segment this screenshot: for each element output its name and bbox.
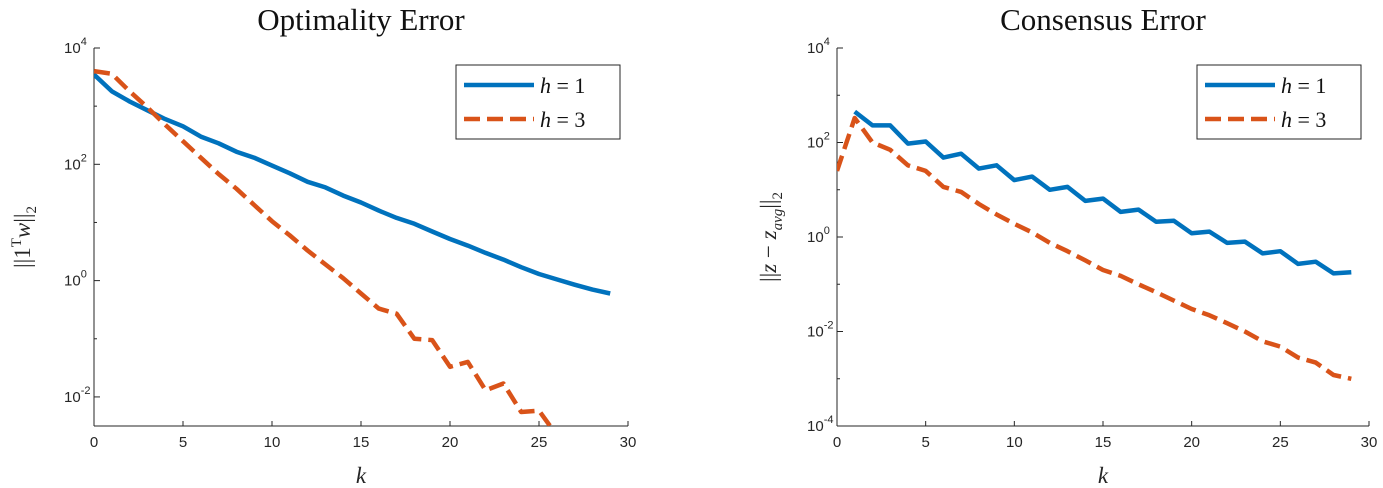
y-label-part: ||1 <box>10 247 35 268</box>
y-tick-label: 10-4 <box>807 414 833 435</box>
y-axis-label: ||1Tw||2 <box>9 206 40 268</box>
y-tick-label: 10-2 <box>64 385 90 406</box>
x-tick-label: 15 <box>1095 434 1112 451</box>
y-tick-exponent: -4 <box>824 414 834 426</box>
y-tick-label: 10-2 <box>807 320 833 341</box>
y-label-part: || <box>756 273 781 282</box>
x-tick-label: 30 <box>620 434 637 451</box>
chart-title: Consensus Error <box>1000 2 1206 37</box>
y-tick-label: 102 <box>64 152 87 173</box>
y-tick-base: 10 <box>807 135 824 152</box>
legend-label-1: h = 1 <box>1281 73 1326 98</box>
y-label-sup: T <box>9 238 25 247</box>
legend-box <box>455 64 621 140</box>
y-label-var: z <box>756 264 781 274</box>
series-line-1 <box>94 72 611 296</box>
x-tick-label: 0 <box>833 434 841 451</box>
series-line-2 <box>837 115 1352 382</box>
x-tick-label: 20 <box>1183 434 1200 451</box>
y-tick-base: 10 <box>64 40 81 57</box>
legend-rest: = 3 <box>1292 107 1326 132</box>
y-label-part: || <box>756 200 781 209</box>
legend-var: h <box>1281 107 1292 132</box>
y-label-sub: 2 <box>24 206 40 214</box>
y-label-part: || <box>10 214 35 223</box>
y-tick-exponent: -2 <box>81 385 91 397</box>
legend-var: h <box>540 107 551 132</box>
x-tick-label: 5 <box>179 434 187 451</box>
x-tick-label: 25 <box>531 434 548 451</box>
y-tick-exponent: -2 <box>824 320 834 332</box>
y-tick-label: 104 <box>807 36 830 57</box>
y-tick-label: 100 <box>64 269 87 290</box>
x-tick-label: 20 <box>442 434 459 451</box>
y-tick-exponent: 2 <box>824 131 830 143</box>
legend-var: h <box>1281 73 1292 98</box>
x-axis-label: k <box>1098 463 1109 488</box>
y-tick-exponent: 4 <box>81 36 87 48</box>
y-tick-base: 10 <box>64 273 81 290</box>
legend-label-1: h = 1 <box>540 73 585 98</box>
y-tick-exponent: 2 <box>81 152 87 164</box>
y-tick-exponent: 0 <box>81 269 87 281</box>
y-tick-base: 10 <box>64 156 81 173</box>
y-tick-label: 100 <box>807 225 830 246</box>
y-label-minus: − <box>756 239 781 263</box>
chart-title: Optimality Error <box>257 2 465 37</box>
x-tick-label: 0 <box>90 434 98 451</box>
legend: h = 1h = 3 <box>1196 64 1362 140</box>
x-tick-label: 25 <box>1272 434 1289 451</box>
y-tick-base: 10 <box>64 389 81 406</box>
x-tick-label: 15 <box>353 434 370 451</box>
x-axis-label: k <box>356 463 367 488</box>
y-axis-label: ||z − zavg||2 <box>756 192 786 282</box>
y-label-var: z <box>756 230 781 240</box>
y-label-sub: 2 <box>770 192 786 200</box>
y-tick-base: 10 <box>807 40 824 57</box>
legend-var: h <box>540 73 551 98</box>
y-tick-base: 10 <box>807 418 824 435</box>
legend-rest: = 3 <box>551 107 585 132</box>
x-tick-label: 5 <box>921 434 929 451</box>
y-tick-base: 10 <box>807 324 824 341</box>
series-line-2 <box>94 68 553 426</box>
series-line-1 <box>853 109 1352 276</box>
legend: h = 1h = 3 <box>455 64 621 140</box>
legend-rest: = 1 <box>551 73 585 98</box>
legend-box <box>1196 64 1362 140</box>
y-tick-label: 104 <box>64 36 87 57</box>
y-tick-exponent: 4 <box>824 36 830 48</box>
x-tick-label: 10 <box>1006 434 1023 451</box>
y-tick-label: 102 <box>807 131 830 152</box>
y-label-subvar: avg <box>770 208 786 230</box>
legend-label-2: h = 3 <box>540 107 585 132</box>
legend-label-2: h = 3 <box>1281 107 1326 132</box>
legend-rest: = 1 <box>1292 73 1326 98</box>
x-tick-label: 30 <box>1361 434 1378 451</box>
y-tick-base: 10 <box>807 229 824 246</box>
y-tick-exponent: 0 <box>824 225 830 237</box>
x-tick-label: 10 <box>264 434 281 451</box>
y-label-var: w <box>10 222 35 238</box>
